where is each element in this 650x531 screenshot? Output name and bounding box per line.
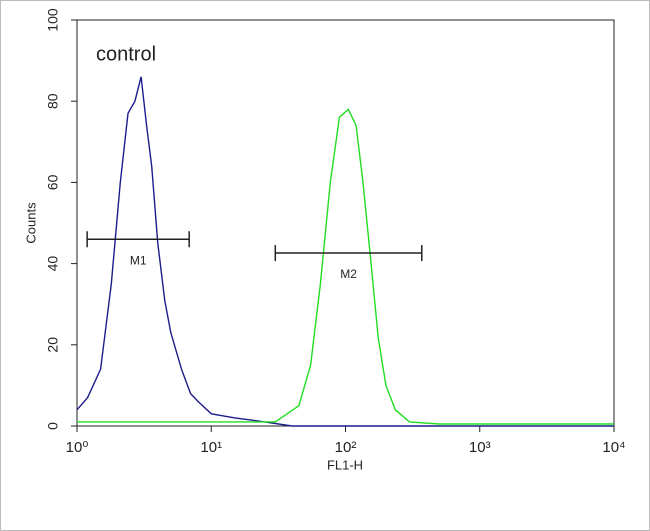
y-axis-label: Counts — [23, 202, 38, 244]
annotation: control — [96, 43, 156, 65]
y-tick-label: 20 — [45, 337, 61, 353]
y-tick-label: 80 — [45, 93, 61, 109]
x-axis-label: FL1-H — [327, 457, 363, 472]
x-tick-label: 10² — [335, 439, 357, 456]
y-tick-label: 100 — [45, 8, 61, 32]
y-tick-label: 40 — [45, 256, 61, 272]
y-tick-label: 0 — [45, 422, 61, 430]
x-tick-label: 10¹ — [200, 439, 222, 456]
x-tick-label: 10⁴ — [602, 439, 625, 456]
x-tick-label: 10³ — [469, 439, 491, 456]
histogram-line — [77, 108, 614, 425]
histogram-line — [76, 76, 614, 427]
marker-label: M1 — [130, 253, 147, 267]
x-tick-label: 10⁰ — [66, 439, 89, 456]
marker-label: M2 — [340, 267, 357, 281]
y-tick-label: 60 — [45, 174, 61, 190]
